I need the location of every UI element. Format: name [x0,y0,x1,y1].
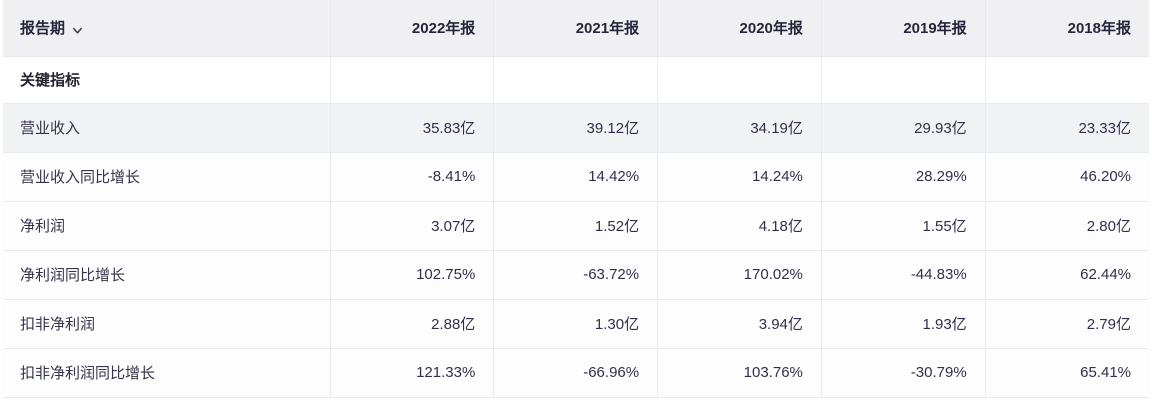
row-label: 营业收入 [3,103,330,153]
cell-value: 170.02% [657,250,822,300]
cell-value: 39.12亿 [493,103,658,153]
cell-value: -30.79% [820,348,986,398]
cell-value: 3.94亿 [657,299,822,349]
year-column-header: 2022年报 [329,0,494,57]
row-label: 营业收入同比增长 [3,152,330,202]
cell-value: 1.30亿 [493,299,658,349]
cell-value: 35.83亿 [329,103,494,153]
year-column-header: 2021年报 [493,0,658,57]
table-row[interactable]: 扣非净利润 2.88亿 1.30亿 3.94亿 1.93亿 2.79亿 [3,299,1149,349]
cell-value: 1.55亿 [820,201,986,251]
cell-value: -63.72% [493,250,658,300]
cell-value: 14.24% [657,152,822,202]
table-header-row: 报告期 2022年报 2021年报 2020年报 2019年报 2018年报 [3,0,1149,57]
cell-value: -44.83% [820,250,986,300]
table-row[interactable]: 营业收入同比增长 -8.41% 14.42% 14.24% 28.29% 46.20% [3,152,1149,202]
financial-metrics-table: 报告期 2022年报 2021年报 2020年报 2019年报 2018年报 关键指标营… [3,0,1149,404]
report-period-dropdown[interactable]: 报告期 [3,0,330,57]
cell-value: 3.07亿 [329,201,494,251]
financial-metrics-panel: 报告期 2022年报 2021年报 2020年报 2019年报 2018年报 关键指标营… [3,0,1149,404]
cell-value: -8.41% [329,152,494,202]
cell-value: -66.96% [493,348,658,398]
cell-value: 23.33亿 [984,103,1149,153]
cell-value: 34.19亿 [657,103,822,153]
cell-value [984,56,1149,104]
cell-value: 121.33% [329,348,494,398]
cell-value: 4.18亿 [657,201,822,251]
table-row[interactable]: 净利润 3.07亿 1.52亿 4.18亿 1.55亿 2.80亿 [3,201,1149,251]
cell-value: 102.75% [329,250,494,300]
table-row[interactable]: 扣非净利润同比增长 121.33% -66.96% 103.76% -30.79% 65.… [3,348,1149,398]
cell-value: 14.42% [493,152,658,202]
cell-value [657,56,822,104]
row-label: 净利润 [3,201,330,251]
year-column-header: 2020年报 [657,0,822,57]
cell-value: 62.44% [984,250,1149,300]
cell-value [329,56,494,104]
year-column-header: 2019年报 [820,0,986,57]
partial-next-row [3,397,1149,404]
row-label: 扣非净利润同比增长 [3,348,330,398]
section-row: 关键指标 [3,56,1149,104]
cell-value: 1.52亿 [493,201,658,251]
cell-value: 1.93亿 [820,299,986,349]
cell-value: 29.93亿 [820,103,986,153]
cell-value: 65.41% [984,348,1149,398]
chevron-down-icon [72,23,83,34]
table-body: 关键指标 营业收入 35.83亿 39.12亿 34.19亿 29.93亿 23.33亿 营业… [3,56,1149,398]
cell-value: 103.76% [657,348,822,398]
row-label: 扣非净利润 [3,299,330,349]
cell-value: 2.88亿 [329,299,494,349]
cell-value [493,56,658,104]
cell-value: 2.80亿 [984,201,1149,251]
cell-value: 46.20% [984,152,1149,202]
report-period-label: 报告期 [20,20,66,38]
cell-value: 2.79亿 [984,299,1149,349]
table-row[interactable]: 营业收入 35.83亿 39.12亿 34.19亿 29.93亿 23.33亿 [3,103,1149,153]
cell-value: 28.29% [820,152,986,202]
cell-value [820,56,986,104]
year-column-header: 2018年报 [984,0,1149,57]
row-label: 关键指标 [3,56,330,104]
table-row[interactable]: 净利润同比增长 102.75% -63.72% 170.02% -44.83% 62.44… [3,250,1149,300]
row-label: 净利润同比增长 [3,250,330,300]
